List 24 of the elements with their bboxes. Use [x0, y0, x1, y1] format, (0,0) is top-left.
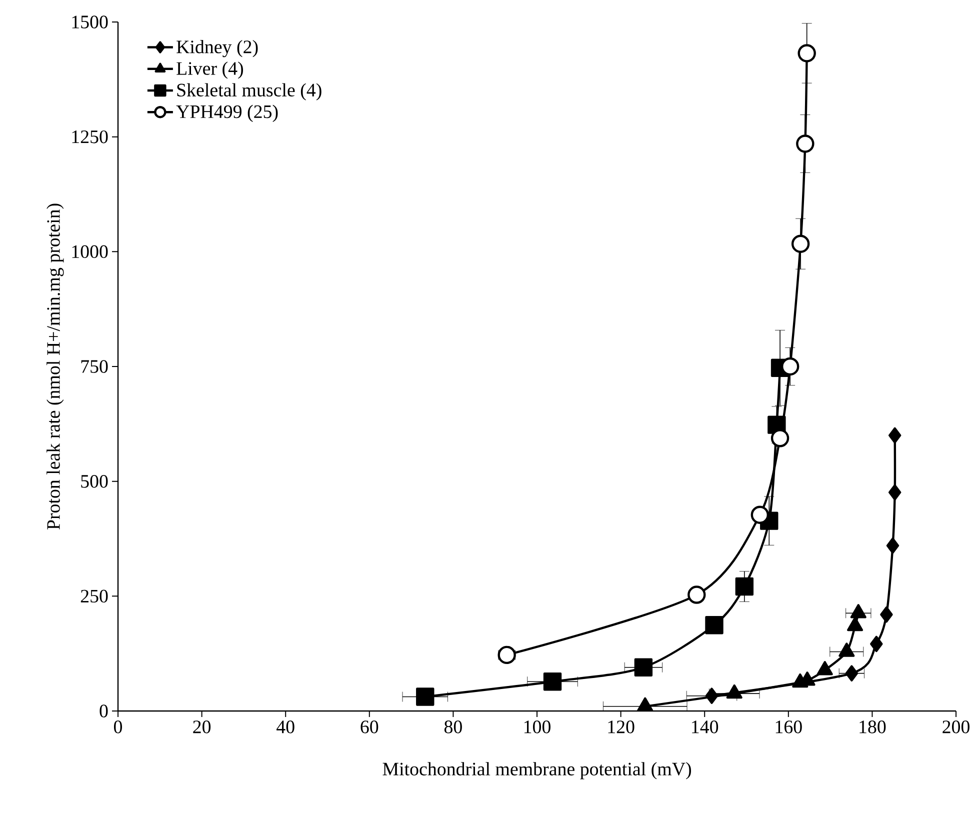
y-tick-label: 0 — [100, 704, 108, 718]
x-tick-label: 140 — [692, 720, 718, 734]
y-tick-label: 1250 — [72, 130, 108, 144]
y-tick-label: 1000 — [72, 245, 108, 258]
x-tick-label: 0 — [114, 720, 122, 734]
x-tick-label: 160 — [776, 720, 802, 734]
y-tick-label: 750 — [81, 360, 108, 373]
y-tick-label: 250 — [80, 590, 108, 603]
x-tick-label: 180 — [860, 720, 886, 734]
x-tick-label: 20 — [193, 720, 211, 734]
y-tick-label: 500 — [81, 474, 108, 488]
y-tick-label: 1500 — [72, 16, 108, 28]
y-axis-title: Proton leak rate (nmol H+/min.mg protein) — [46, 204, 64, 530]
x-tick-label: 80 — [444, 720, 462, 734]
legend-label: Kidney (2) — [176, 40, 258, 58]
x-tick-label: 200 — [942, 720, 970, 734]
x-tick-label: 100 — [524, 720, 550, 734]
x-axis-title: Mitochondrial membrane potential (mV) — [382, 762, 692, 780]
legend-label: Liver (4) — [176, 62, 243, 79]
x-tick-label: 120 — [608, 720, 634, 734]
legend-label: Skeletal muscle (4) — [177, 83, 322, 100]
x-tick-label: 60 — [360, 720, 378, 734]
x-tick-label: 40 — [276, 720, 294, 734]
legend-label: YPH499 (25) — [176, 104, 278, 122]
